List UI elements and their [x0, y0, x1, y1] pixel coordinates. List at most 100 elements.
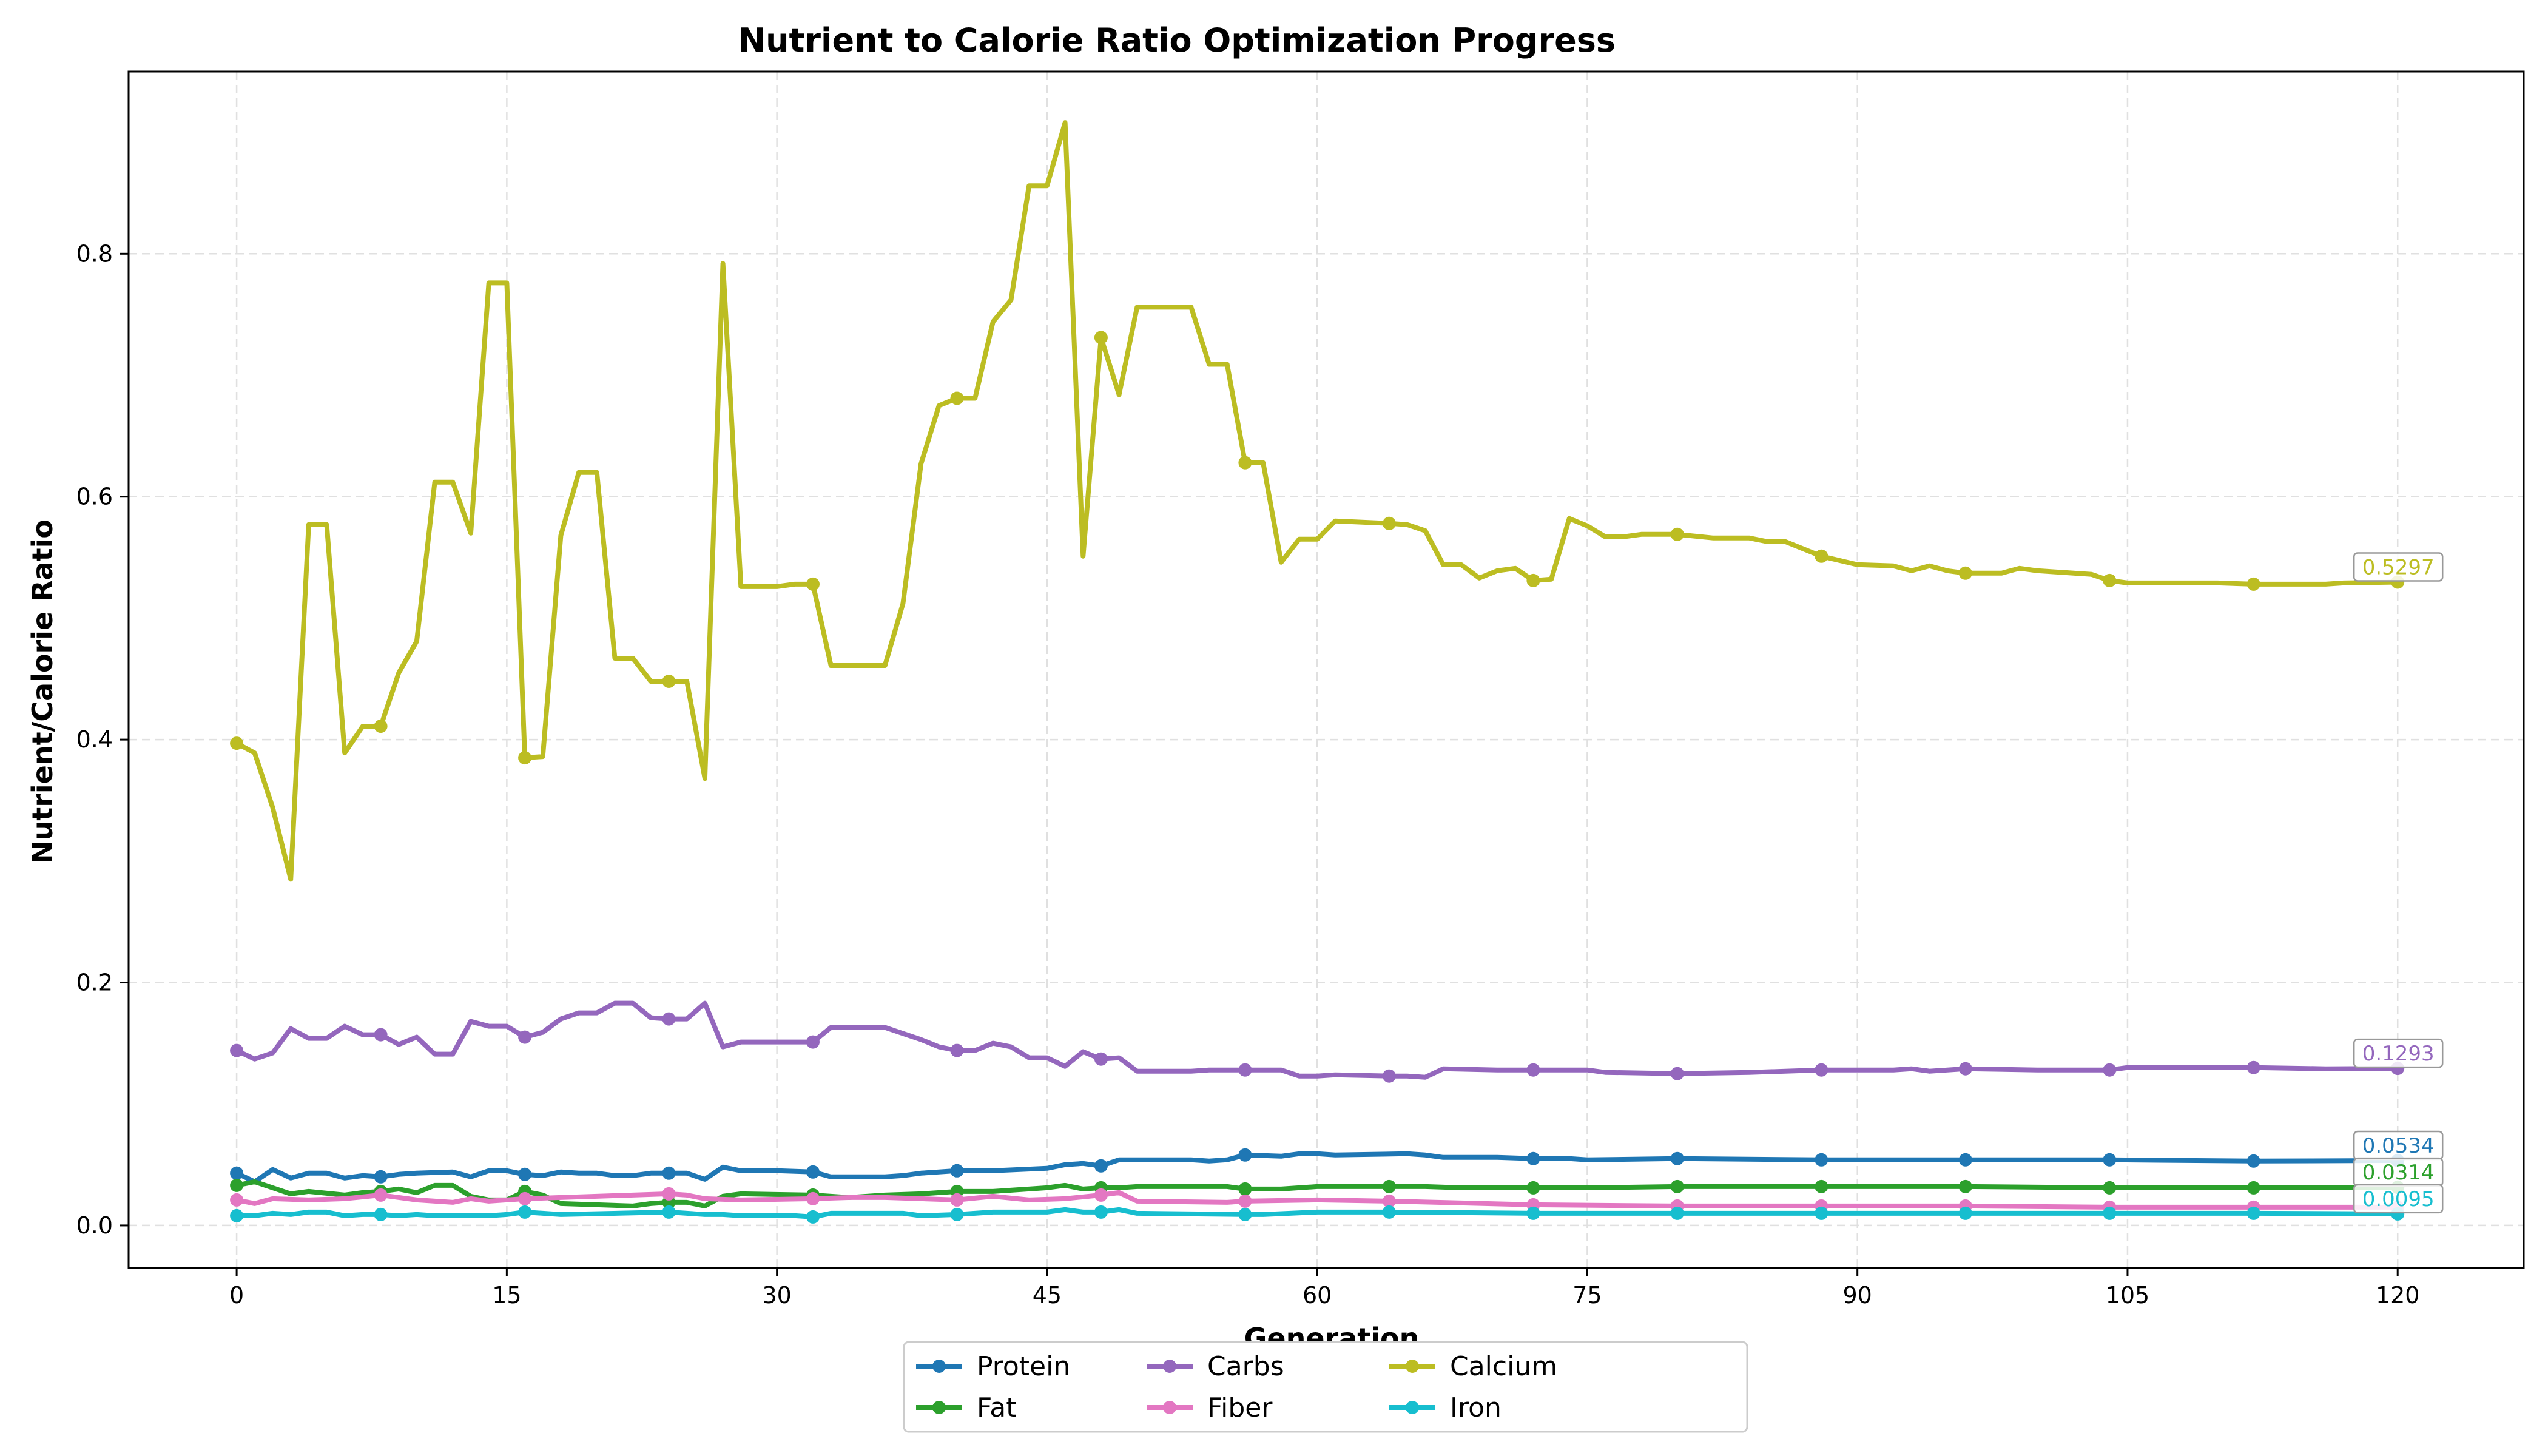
- fiber-data-point: [662, 1187, 676, 1201]
- iron-data-point: [2103, 1206, 2117, 1220]
- carbs-data-point: [1238, 1063, 1252, 1077]
- calcium-data-point: [518, 751, 532, 765]
- iron-data-point: [374, 1207, 388, 1221]
- protein-series-line: [234, 1151, 2401, 1184]
- fat-legend-label: Fat: [977, 1392, 1016, 1423]
- x-tick-label: 105: [2106, 1282, 2150, 1309]
- iron-data-point: [950, 1207, 964, 1221]
- calcium-data-point: [374, 720, 388, 733]
- calcium-data-point: [230, 736, 244, 750]
- legend: Protein Fat Carbs Fiber Calcium Iron: [903, 1341, 1748, 1433]
- protein-data-point: [518, 1167, 532, 1181]
- fiber-data-point: [1094, 1188, 1108, 1202]
- iron-data-point: [662, 1205, 676, 1219]
- iron-data-point: [1670, 1206, 1684, 1220]
- fiber-series-line: [234, 1190, 2401, 1210]
- carbs-legend-marker: [1163, 1360, 1176, 1373]
- protein-data-point: [1670, 1151, 1684, 1165]
- protein-data-point: [950, 1164, 964, 1178]
- carbs-data-point: [1670, 1067, 1684, 1080]
- fat-end-label: 0.0314: [2362, 1161, 2435, 1185]
- fat-data-point: [2246, 1181, 2260, 1195]
- carbs-end-label: 0.1293: [2362, 1042, 2435, 1066]
- end-label-layer: 0.0534 0.0314 0.1293 0.5297 0.0095: [2353, 552, 2444, 1214]
- iron-legend-label: Iron: [1450, 1392, 1502, 1423]
- iron-data-point: [1815, 1206, 1828, 1220]
- tick-layer: 0 15 30 45 60 75 90 105 120 0.0 0.2 0.4 0.6 0.8: [76, 240, 2420, 1309]
- fat-data-point: [1526, 1181, 1540, 1195]
- calcium-data-point: [1958, 566, 1972, 580]
- calcium-data-point: [1670, 527, 1684, 541]
- y-axis-label: Nutrient/Calorie Ratio: [26, 519, 59, 864]
- carbs-data-point: [2103, 1063, 2117, 1077]
- x-tick-label: 60: [1303, 1282, 1332, 1309]
- chart-title: Nutrient to Calorie Ratio Optimization P…: [738, 21, 1616, 59]
- calcium-data-point: [2246, 577, 2260, 591]
- carbs-legend-label: Carbs: [1207, 1351, 1284, 1382]
- protein-data-point: [230, 1166, 244, 1180]
- calcium-legend-marker: [1406, 1360, 1419, 1373]
- calcium-data-point: [806, 577, 820, 591]
- fiber-legend-label: Fiber: [1207, 1392, 1273, 1423]
- fiber-legend-marker: [1163, 1401, 1176, 1414]
- carbs-data-point: [518, 1030, 532, 1044]
- y-tick-label: 0.4: [76, 726, 113, 753]
- iron-data-point: [806, 1210, 820, 1224]
- iron-data-point: [1094, 1205, 1108, 1219]
- series-layer: [230, 120, 2405, 1224]
- fat-legend-marker: [932, 1401, 946, 1414]
- x-tick-label: 30: [762, 1282, 791, 1309]
- calcium-end-label: 0.5297: [2362, 555, 2435, 579]
- iron-data-point: [1526, 1206, 1540, 1220]
- fiber-data-point: [518, 1191, 532, 1205]
- x-tick-label: 75: [1572, 1282, 1602, 1309]
- carbs-data-point: [1958, 1062, 1972, 1076]
- calcium-data-point: [1526, 573, 1540, 587]
- iron-end-label: 0.0095: [2362, 1187, 2435, 1212]
- fiber-data-point: [950, 1193, 964, 1207]
- carbs-data-point: [374, 1028, 388, 1042]
- y-tick-label: 0.8: [76, 240, 113, 267]
- protein-legend-label: Protein: [977, 1351, 1070, 1382]
- fat-data-point: [1238, 1182, 1252, 1196]
- iron-data-point: [1238, 1207, 1252, 1221]
- iron-data-point: [230, 1208, 244, 1222]
- protein-data-point: [1526, 1151, 1540, 1165]
- iron-series-line: [234, 1207, 2401, 1219]
- fat-data-point: [1670, 1179, 1684, 1193]
- carbs-end-label-box: [2353, 1038, 2444, 1068]
- iron-end-label-box: [2353, 1184, 2444, 1214]
- carbs-data-point: [230, 1043, 244, 1057]
- calcium-legend-label: Calcium: [1450, 1351, 1557, 1382]
- protein-data-point: [2103, 1153, 2117, 1167]
- fat-data-point: [1382, 1179, 1396, 1193]
- fat-data-point: [2103, 1181, 2117, 1195]
- fiber-data-point: [806, 1191, 820, 1205]
- calcium-data-point: [1094, 331, 1108, 345]
- carbs-data-point: [950, 1043, 964, 1057]
- fiber-data-point: [374, 1188, 388, 1202]
- carbs-data-point: [1382, 1069, 1396, 1083]
- calcium-series-line: [234, 120, 2401, 882]
- protein-data-point: [1958, 1153, 1972, 1167]
- calcium-data-point: [2103, 573, 2117, 587]
- fat-data-point: [1815, 1179, 1828, 1193]
- iron-data-point: [2246, 1206, 2260, 1220]
- protein-data-point: [2246, 1154, 2260, 1168]
- calcium-data-point: [662, 675, 676, 688]
- calcium-data-point: [1382, 516, 1396, 530]
- fiber-data-point: [1238, 1194, 1252, 1208]
- x-tick-label: 0: [229, 1282, 244, 1309]
- fat-data-point: [230, 1178, 244, 1192]
- protein-legend-marker: [932, 1360, 946, 1373]
- carbs-data-point: [1094, 1052, 1108, 1066]
- carbs-series-line: [234, 1000, 2401, 1080]
- carbs-data-point: [662, 1012, 676, 1026]
- carbs-data-point: [1526, 1063, 1540, 1077]
- carbs-data-point: [806, 1035, 820, 1049]
- calcium-data-point: [1238, 456, 1252, 470]
- plot-frame: [127, 70, 2525, 1269]
- fiber-data-point: [1382, 1194, 1396, 1208]
- calcium-data-point: [1815, 549, 1828, 563]
